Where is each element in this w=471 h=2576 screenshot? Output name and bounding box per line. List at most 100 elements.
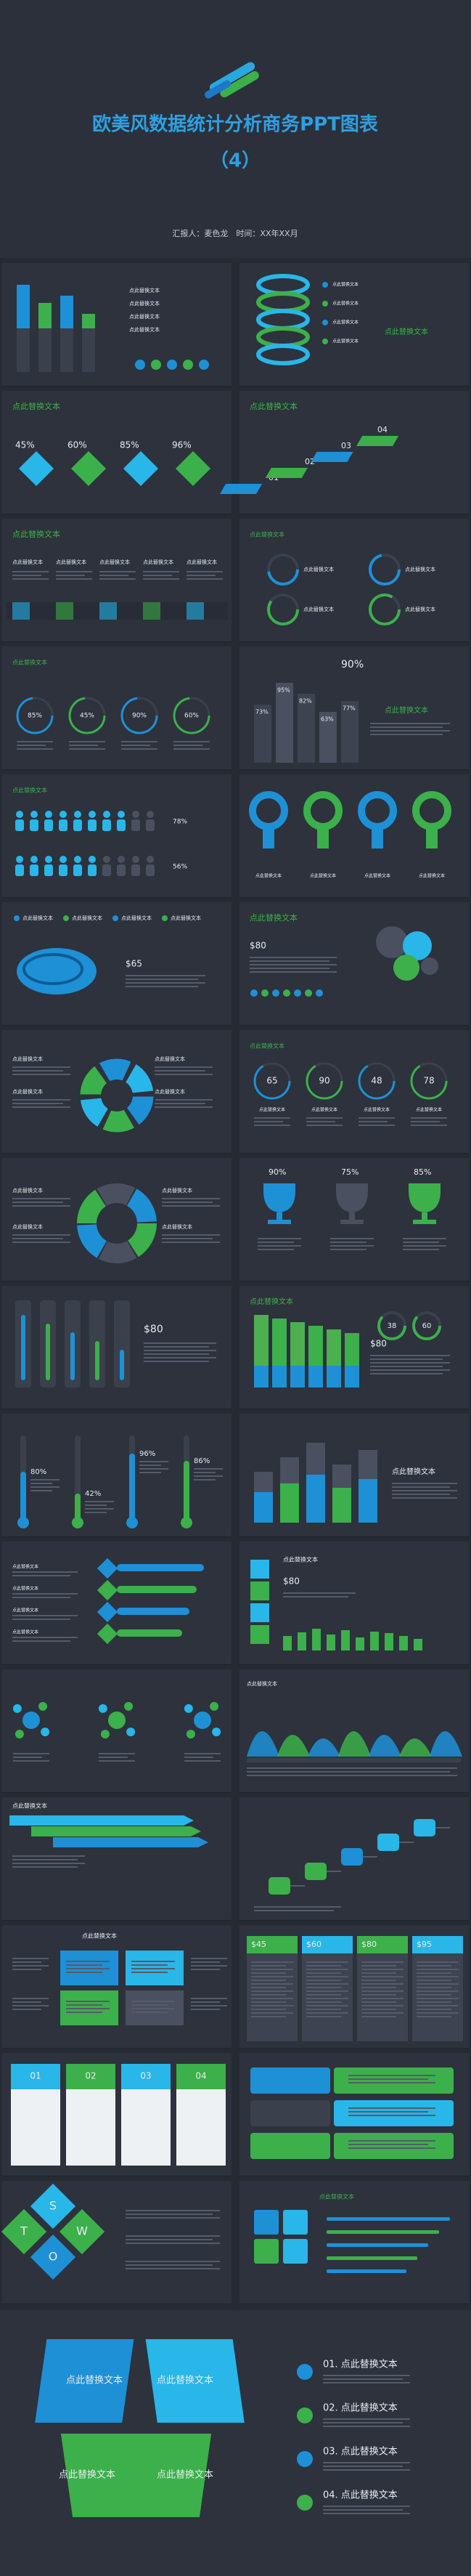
shape <box>247 1936 298 1953</box>
shape <box>294 989 301 997</box>
trophy <box>409 1183 441 1212</box>
slide-text: 点此替换文本 <box>332 320 359 325</box>
shape <box>82 328 95 372</box>
shape <box>251 1976 293 1977</box>
shape <box>88 864 97 876</box>
shape <box>251 2005 293 2006</box>
shape <box>12 1066 70 1068</box>
slide-text: $80 <box>370 1339 387 1349</box>
shape <box>56 602 73 620</box>
shape <box>12 571 49 572</box>
arrow-band <box>9 1815 194 1826</box>
shape <box>239 1414 469 1537</box>
shape <box>392 1483 457 1484</box>
shape <box>323 2513 410 2514</box>
shape <box>95 1341 99 1380</box>
slide-text: 点此替换文本 <box>283 1556 318 1563</box>
arrow-band <box>31 1826 201 1836</box>
shape <box>306 1062 343 1100</box>
shape <box>283 2210 308 2235</box>
shape <box>361 1987 396 1988</box>
slide-text: 点此替换文本 <box>12 1187 43 1194</box>
slide-text: 点此替换文本 <box>12 559 43 565</box>
shape <box>306 1990 348 1992</box>
shape <box>15 864 24 876</box>
shape <box>411 1125 447 1126</box>
shape <box>143 602 160 620</box>
shape <box>369 554 401 586</box>
shape <box>139 1472 161 1473</box>
shape <box>403 1242 439 1243</box>
shape <box>66 1964 102 1966</box>
shape <box>411 1121 440 1122</box>
shape <box>393 955 419 981</box>
shape <box>126 1728 136 1737</box>
shape <box>306 1980 341 1981</box>
logo-mark <box>205 62 259 99</box>
slide-text: 点此替换文本 <box>250 1042 284 1050</box>
shape <box>7 602 228 620</box>
ring <box>256 344 310 365</box>
shape <box>194 1472 216 1473</box>
shape <box>306 1972 341 1974</box>
shape <box>117 1608 189 1615</box>
shape <box>417 1990 459 1992</box>
shape <box>251 1965 286 1967</box>
shape <box>323 2466 403 2467</box>
slide-text: $60 <box>306 1940 321 1949</box>
shape <box>417 1998 459 1999</box>
shape <box>12 1234 70 1236</box>
shape <box>370 1355 450 1356</box>
shape <box>239 263 469 386</box>
shape <box>306 1961 348 1963</box>
shape <box>108 1712 126 1729</box>
shape <box>327 2269 406 2273</box>
shape <box>131 2008 175 2009</box>
shape <box>187 602 204 620</box>
shape <box>143 571 179 572</box>
shape <box>121 748 157 750</box>
shape <box>412 1936 463 1953</box>
slide: 01 02 03 04 <box>2 2053 232 2176</box>
shape <box>327 1366 341 1388</box>
shape <box>17 745 46 746</box>
shape <box>370 734 443 735</box>
slide-text: 点此替换文本 <box>416 1107 442 1113</box>
shape <box>2 1414 232 1537</box>
shape <box>361 1972 396 1974</box>
shape <box>2 1669 232 1793</box>
slide-text: 点此替换文本 <box>364 873 390 879</box>
shape <box>323 2462 410 2463</box>
shape <box>417 1969 459 1970</box>
shape <box>12 1704 22 1713</box>
shape <box>361 1961 404 1963</box>
slide-text: 点此替换文本 <box>56 559 86 565</box>
shape <box>251 2001 286 2003</box>
slide: 点此替换文本 点此替换文本 点此替换文本 点此替换文本 $65 <box>2 902 232 1026</box>
shape <box>348 2144 428 2145</box>
shape <box>17 741 53 742</box>
shape <box>361 2009 396 2010</box>
diamond <box>70 450 107 487</box>
shape <box>251 1987 286 1988</box>
shape <box>66 2012 102 2013</box>
shape <box>306 2009 341 2010</box>
shape <box>323 2382 410 2383</box>
step <box>311 452 353 462</box>
shape <box>199 360 209 370</box>
slide-text: $80 <box>283 1576 300 1587</box>
shape <box>306 1969 348 1970</box>
shape <box>13 1757 42 1758</box>
shape <box>139 1465 161 1466</box>
slide-text: 点此替换文本 <box>250 1297 293 1306</box>
slide-text: 点此替换文本 <box>22 915 53 921</box>
slide: 90% 73% 95% 82% 63% 77% 点此替换文本 <box>239 647 469 770</box>
shape <box>251 1983 293 1985</box>
shape <box>85 1504 107 1506</box>
slide-text: 96% <box>139 1450 155 1458</box>
shape <box>118 856 125 863</box>
